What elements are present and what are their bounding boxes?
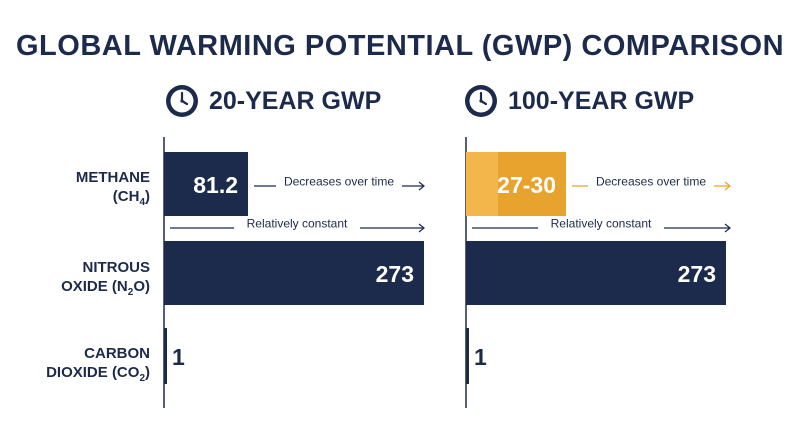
- bar-100yr-2: [466, 328, 469, 384]
- row-label-carbon-dioxide: CARBON DIOXIDE (CO2): [0, 344, 150, 388]
- bar-100yr-0: [498, 152, 566, 216]
- row-label-line1: NITROUS: [82, 259, 151, 276]
- annotation-text: Relatively constant: [551, 217, 652, 231]
- annotation-text: Decreases over time: [596, 175, 706, 189]
- bar-20yr-1: [164, 241, 424, 305]
- panel-header-100-year: 100-YEAR GWP: [464, 82, 694, 120]
- clock-icon: [465, 85, 497, 117]
- arrow-right-icon: [724, 181, 731, 191]
- annotation-bg: [538, 219, 664, 231]
- annotation-bg: [276, 177, 402, 189]
- row-label-line2: DIOXIDE (CO2): [46, 364, 150, 384]
- bar-20yr-2: [164, 328, 167, 384]
- bar-range-band: [466, 152, 498, 216]
- panel-header-20-year: 20-YEAR GWP: [165, 82, 381, 120]
- annotation-text: Decreases over time: [284, 175, 394, 189]
- panel-title-20-year: 20-YEAR GWP: [209, 86, 382, 115]
- chart-title: GLOBAL WARMING POTENTIAL (GWP) COMPARISO…: [15, 30, 785, 62]
- arrow-right-icon: [724, 223, 731, 233]
- row-label-line1: METHANE: [75, 169, 150, 186]
- data-label: 1: [474, 344, 487, 370]
- arrow-right-icon: [418, 181, 425, 191]
- data-label: 27-30: [497, 172, 556, 198]
- annotation-bg: [588, 177, 714, 189]
- row-label-line1: CARBON: [84, 345, 150, 362]
- clock-icon: [166, 85, 198, 117]
- arrow-right-icon: [418, 223, 425, 233]
- row-label-line2: OXIDE (N2O): [61, 278, 150, 298]
- row-label-methane: METHANE (CH4): [0, 168, 150, 212]
- bar-20yr-0: [164, 152, 248, 216]
- data-label: 1: [172, 344, 185, 370]
- bar-100yr-1: [466, 241, 726, 305]
- data-label: 81.2: [193, 172, 238, 198]
- panel-title-100-year: 100-YEAR GWP: [508, 86, 695, 115]
- data-label: 273: [678, 261, 716, 287]
- row-label-line2: (CH4): [112, 188, 150, 208]
- annotation-bg: [234, 219, 360, 231]
- data-label: 273: [376, 261, 414, 287]
- row-label-nitrous-oxide: NITROUS OXIDE (N2O): [0, 258, 150, 302]
- annotation-text: Relatively constant: [247, 217, 348, 231]
